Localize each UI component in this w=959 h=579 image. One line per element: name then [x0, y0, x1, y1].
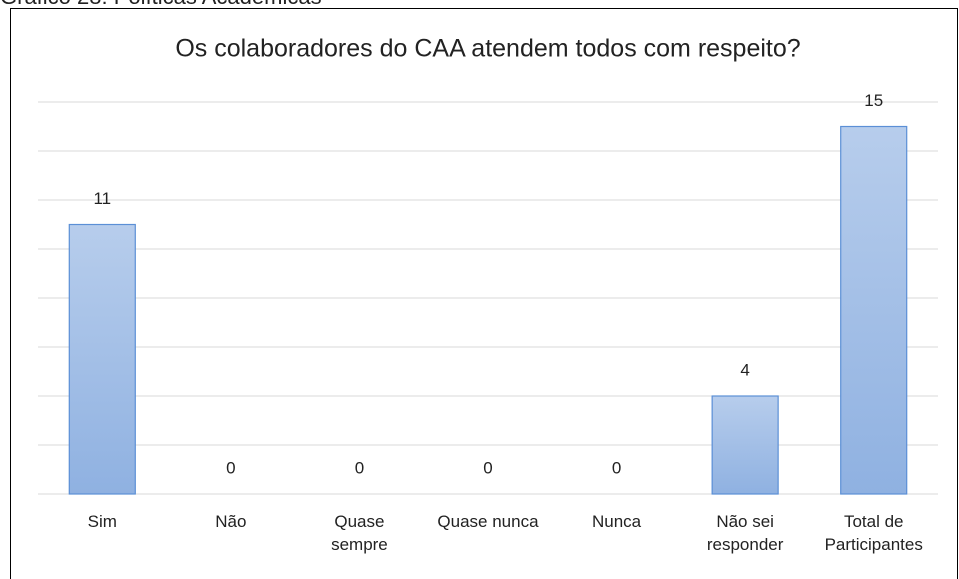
data-label: 15: [864, 91, 883, 110]
bar: [68, 223, 136, 495]
x-tick-label: Não: [215, 512, 246, 531]
x-tick-label: Nunca: [592, 512, 642, 531]
x-tick-label: Quase nunca: [437, 512, 539, 531]
x-tick-label: Quase sempre: [331, 512, 388, 554]
caption: Gráfico 28: Políticas Acadêmicas: [0, 0, 322, 9]
chart-title: Os colaboradores do CAA atendem todos co…: [175, 35, 800, 63]
data-label: 0: [483, 458, 492, 477]
x-tick-label: Não sei responder: [707, 512, 784, 554]
x-tick-label: Total de Participantes: [825, 512, 923, 554]
x-tick-label: Sim: [88, 512, 117, 531]
data-label: 4: [740, 360, 749, 379]
data-label: 0: [612, 458, 621, 477]
bar: [711, 395, 779, 495]
data-label: 0: [355, 458, 364, 477]
chart-frame: [10, 8, 958, 579]
data-label: 11: [93, 189, 111, 208]
data-label: 0: [226, 458, 235, 477]
bar: [840, 125, 908, 495]
